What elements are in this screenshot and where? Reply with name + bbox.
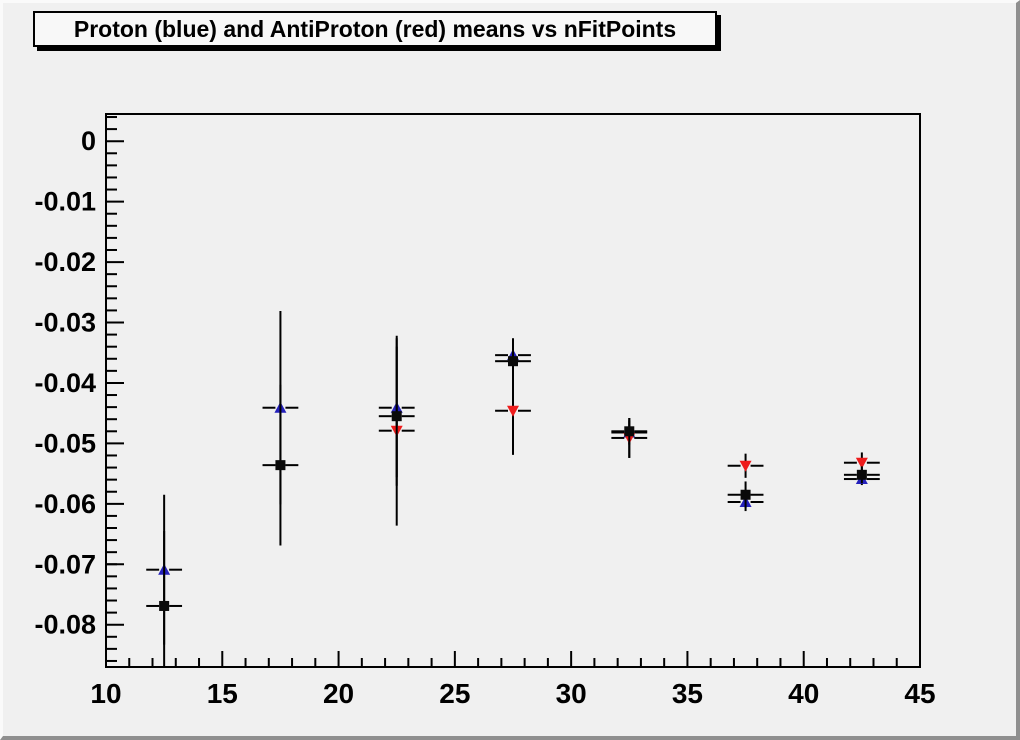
y-tick-label: 0 [81,126,96,156]
marker-square [275,460,286,471]
x-tick-label: 30 [556,678,587,709]
x-tick-label: 10 [90,678,121,709]
x-tick-label: 40 [788,678,819,709]
data-layer [146,311,880,667]
marker-square [856,469,867,480]
y-tick-label: -0.07 [34,549,96,579]
y-tick-label: -0.08 [34,610,96,640]
y-tick-label: -0.03 [34,308,96,338]
y-tick-label: -0.01 [34,187,96,217]
plot-title: Proton (blue) and AntiProton (red) means… [73,15,677,42]
marker-square [159,600,170,611]
y-tick-label: -0.04 [34,368,96,398]
plot-title-box: Proton (blue) and AntiProton (red) means… [33,11,717,47]
y-tick-label: -0.06 [34,489,96,519]
x-tick-label: 20 [323,678,354,709]
marker-square [624,426,635,437]
x-tick-label: 15 [207,678,238,709]
x-tick-label: 35 [672,678,703,709]
marker-triangle-down [739,460,752,472]
x-tick-label: 25 [439,678,470,709]
marker-triangle-down [855,457,868,469]
marker-square [391,411,402,422]
x-tick-label: 45 [904,678,935,709]
y-tick-label: -0.05 [34,428,96,458]
chart-canvas: 10 15 20 25 30 35 40 45 0 -0.01 -0.02 -0.03 -0.04 -0.… [34,113,936,709]
marker-square [740,489,751,500]
plot-frame [105,113,921,668]
marker-square [508,356,518,367]
marker-triangle-down [507,405,519,417]
y-tick-label: -0.02 [34,247,96,277]
